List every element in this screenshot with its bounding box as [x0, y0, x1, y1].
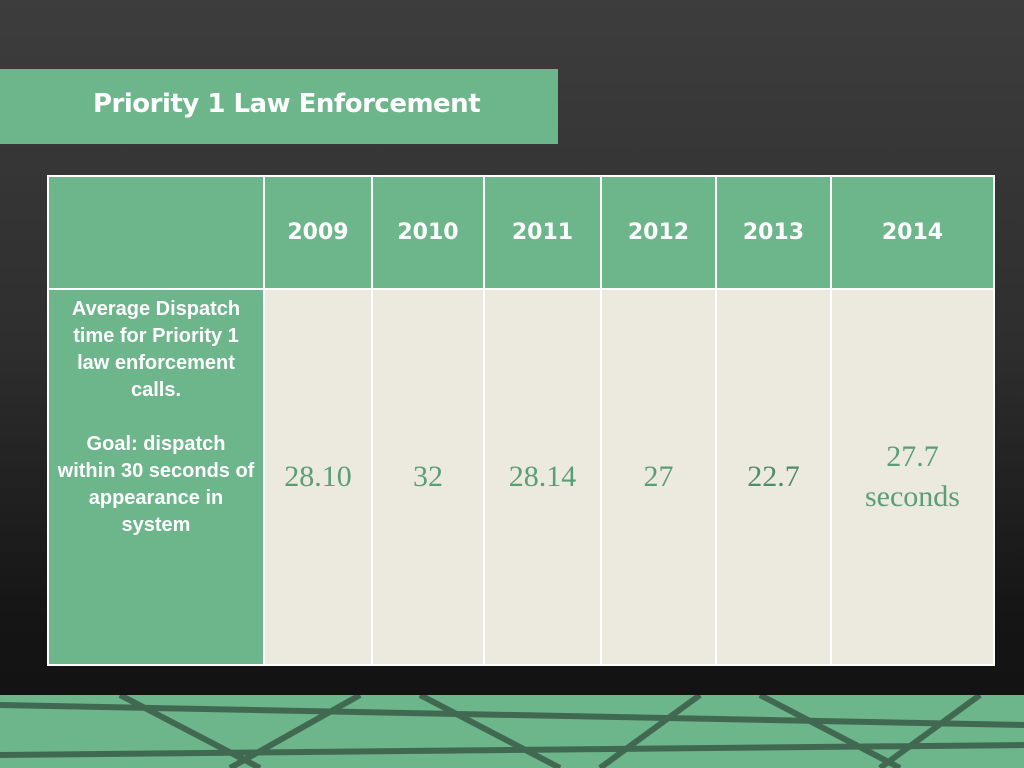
column-header: 2013 — [715, 175, 832, 290]
value: 27 — [643, 459, 674, 493]
strip-lines — [0, 695, 1024, 768]
row-label-text: Average Dispatch time for Priority 1 law… — [71, 298, 241, 401]
column-header: 2012 — [600, 175, 717, 290]
value-cell: 28.10 — [263, 288, 373, 666]
value: 27.7 seconds — [865, 439, 960, 514]
value-cell: 28.14 — [483, 288, 602, 666]
header-row: 2009 2010 2011 2012 2013 2014 — [47, 175, 995, 290]
column-header: 2014 — [830, 175, 995, 290]
value-cell: 27 — [600, 288, 717, 666]
row-label-goal: Goal: dispatch within 30 seconds of appe… — [57, 433, 255, 536]
title: Priority 1 Law Enforcement — [93, 89, 481, 119]
column-header: 2010 — [371, 175, 485, 290]
value: 22.7 — [747, 459, 800, 493]
value: 28.14 — [508, 459, 577, 493]
decor-strip — [0, 695, 1024, 768]
value-cell: 22.7 — [715, 288, 832, 666]
value-cell: 32 — [371, 288, 485, 666]
corner-cell — [47, 175, 265, 290]
value: 32 — [413, 459, 443, 493]
data-row: Average Dispatch time for Priority 1 law… — [47, 288, 995, 666]
value: 28.10 — [284, 459, 352, 493]
title-banner: Priority 1 Law Enforcement — [0, 69, 558, 144]
column-header: 2011 — [483, 175, 602, 290]
row-label: Average Dispatch time for Priority 1 law… — [47, 288, 265, 666]
data-table: 2009 2010 2011 2012 2013 2014 Average Di… — [47, 175, 995, 666]
column-header: 2009 — [263, 175, 373, 290]
value-cell: 27.7 seconds — [830, 288, 995, 666]
